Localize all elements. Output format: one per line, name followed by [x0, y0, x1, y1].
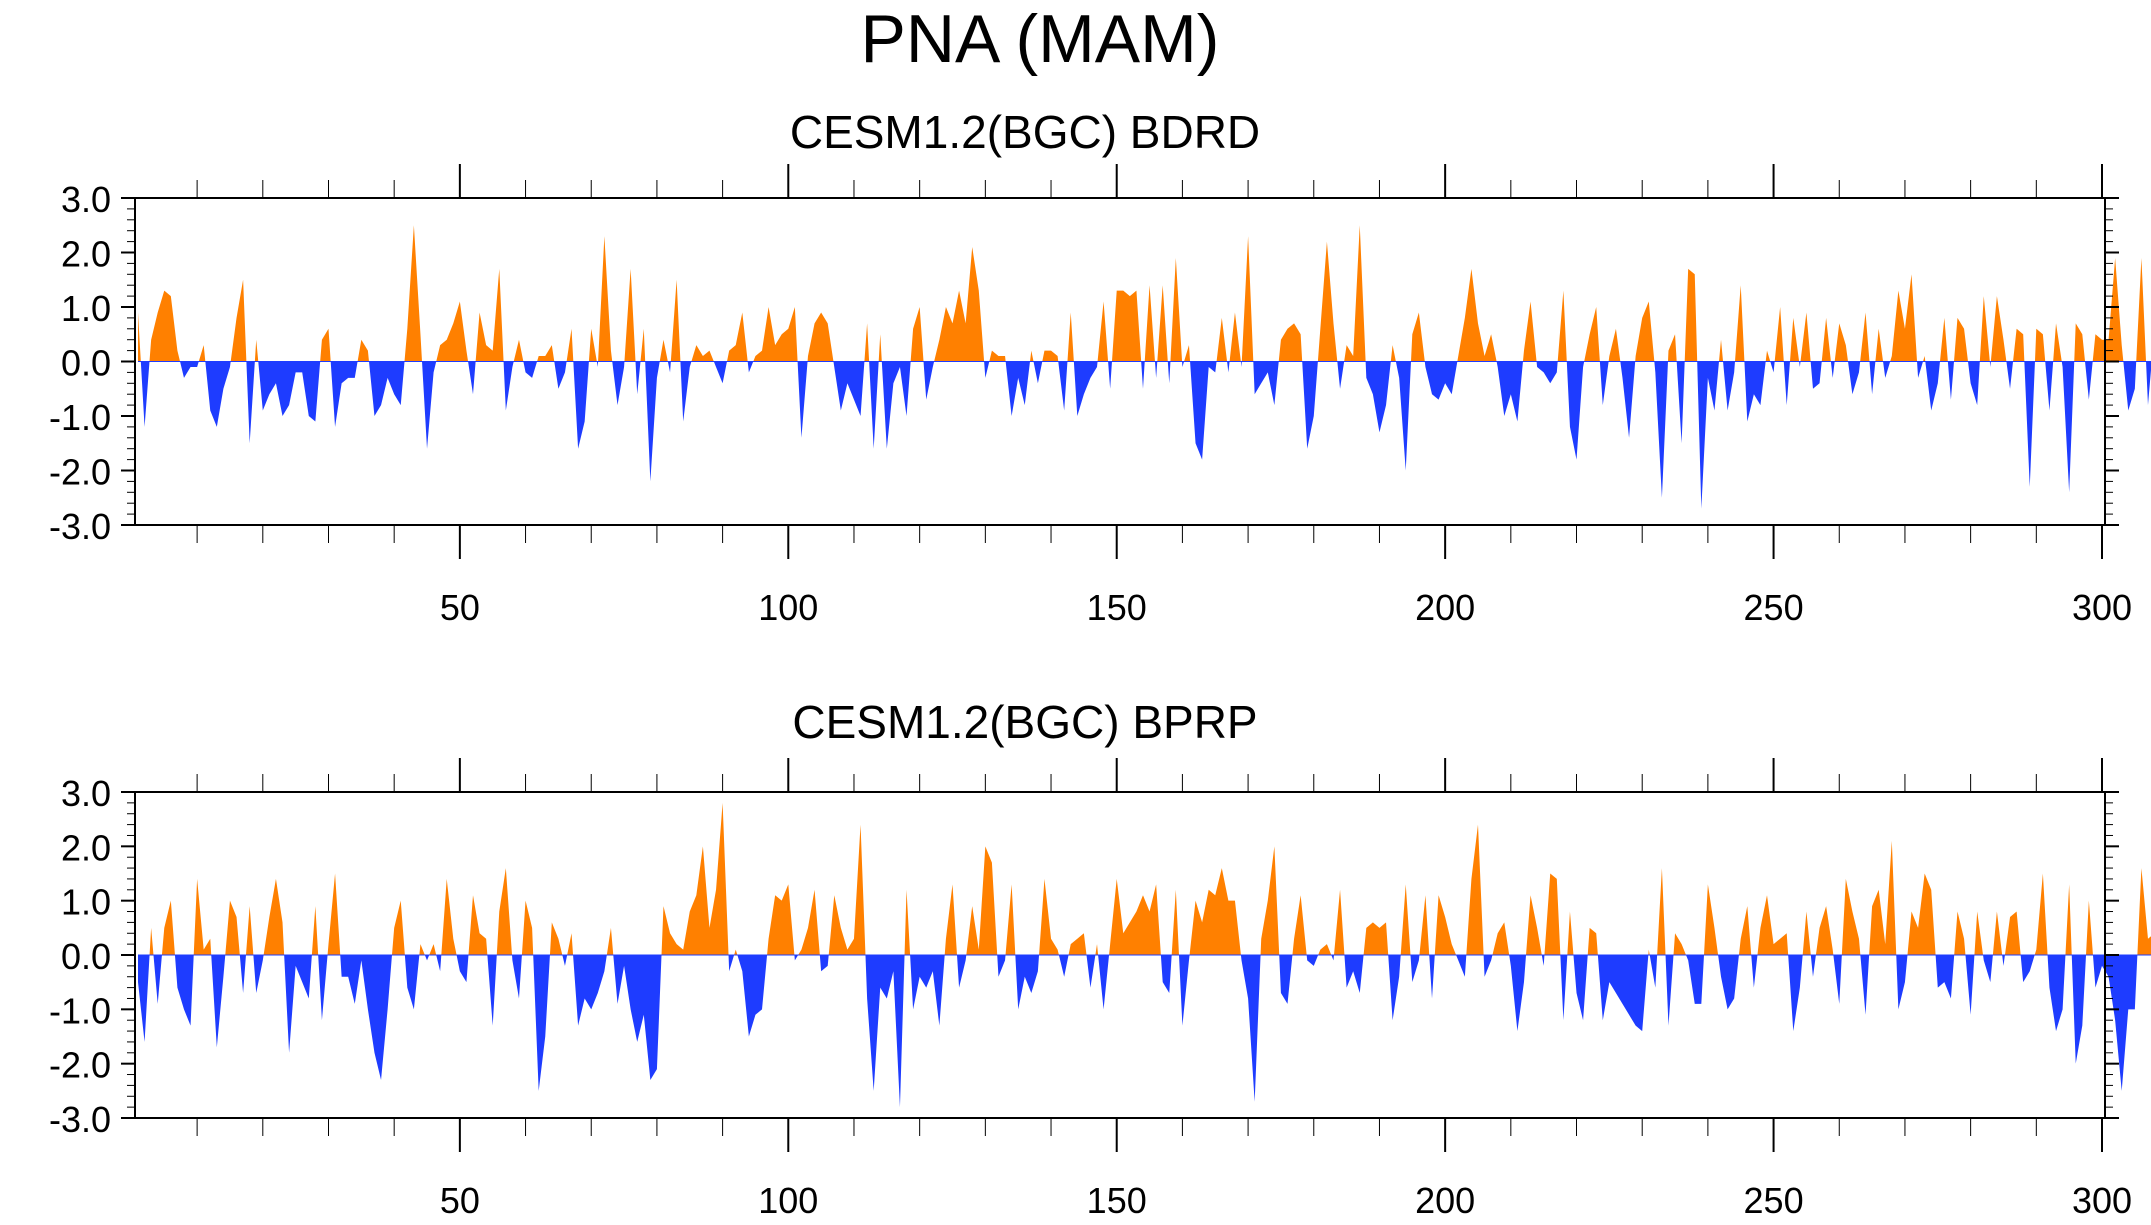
y-tick-label: -2.0 — [49, 452, 111, 493]
y-tick-label: 3.0 — [61, 179, 111, 220]
panel-title: CESM1.2(BGC) BDRD — [790, 106, 1260, 158]
x-tick-label: 200 — [1415, 587, 1475, 628]
negative-area-series — [138, 955, 2151, 1108]
x-tick-label: 100 — [758, 587, 818, 628]
y-tick-label: 0.0 — [61, 936, 111, 977]
y-tick-label: 1.0 — [61, 288, 111, 329]
x-tick-label: 100 — [758, 1180, 818, 1220]
panel-bprp: CESM1.2(BGC) BPRP 3.0 2.0 1.0 0.0 -1.0 -2.0 -3.… — [49, 696, 2151, 1221]
x-tick-label: 300 — [2072, 587, 2132, 628]
y-tick-label: 2.0 — [61, 827, 111, 868]
x-tick-label: 150 — [1087, 587, 1147, 628]
y-tick-label: 3.0 — [61, 773, 111, 814]
y-tick-label: -3.0 — [49, 1099, 111, 1140]
x-tick-label: 300 — [2072, 1180, 2132, 1220]
y-tick-label: 2.0 — [61, 234, 111, 275]
x-tick-label: 150 — [1087, 1180, 1147, 1220]
positive-area-series — [138, 802, 2151, 955]
negative-area-series — [138, 361, 2151, 509]
x-tick-label: 200 — [1415, 1180, 1475, 1220]
x-tick-label: 50 — [440, 587, 480, 628]
y-tick-label: -1.0 — [49, 990, 111, 1031]
y-tick-label: 1.0 — [61, 882, 111, 923]
figure-title: PNA (MAM) — [861, 1, 1220, 77]
x-tick-label: 250 — [1744, 1180, 1804, 1220]
y-tick-label: 0.0 — [61, 343, 111, 384]
y-tick-label: -3.0 — [49, 506, 111, 547]
y-tick-label: -1.0 — [49, 397, 111, 438]
x-tick-label: 50 — [440, 1180, 480, 1220]
y-tick-label: -2.0 — [49, 1045, 111, 1086]
positive-area-series — [138, 225, 2151, 362]
panel-bdrd: CESM1.2(BGC) BDRD 3.0 2.0 1.0 0.0 -1.0 -2.0 -3.… — [49, 106, 2151, 628]
panel-title: CESM1.2(BGC) BPRP — [792, 696, 1257, 748]
x-tick-label: 250 — [1744, 587, 1804, 628]
